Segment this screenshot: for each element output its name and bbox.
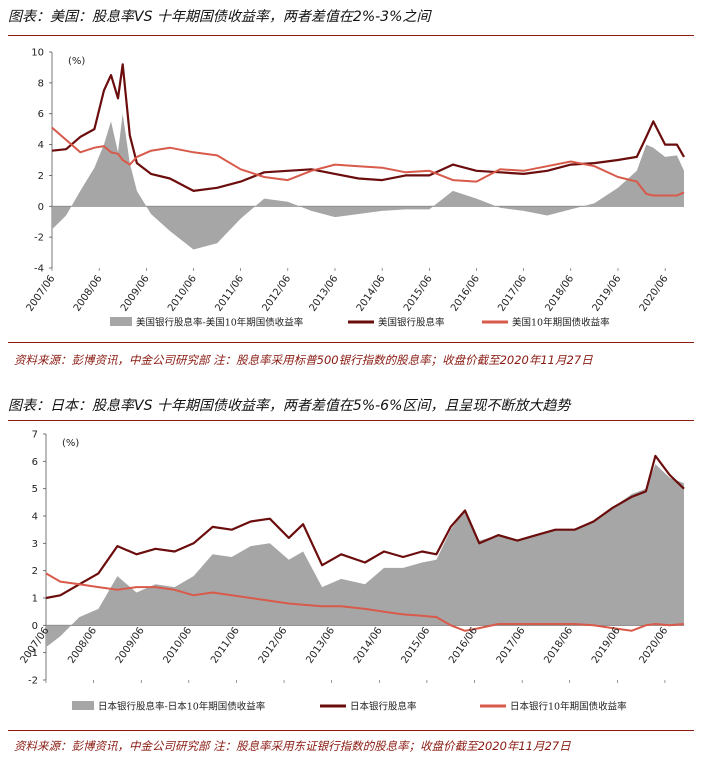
x-tick-label: 2015/06	[400, 625, 433, 665]
x-tick-label: 2012/06	[260, 273, 293, 313]
bank-dividend-yield-line	[45, 454, 685, 600]
legend-label-bank: 美国银行股息率	[378, 317, 445, 329]
us-figure-title: 图表：美国：股息率VS 十年期国债收益率，两者差值在2%-3%之间	[8, 9, 431, 25]
x-tick-label: 2019/06	[590, 625, 623, 665]
x-tick-label: 2017/06	[495, 625, 528, 665]
unit-label: (%)	[62, 438, 79, 449]
x-tick-label: 2009/06	[114, 625, 147, 665]
x-tick-label: 2008/06	[72, 273, 105, 313]
y-tick-label: 4	[38, 140, 44, 151]
legend-swatch-spread	[72, 701, 94, 710]
japan-title-rule	[8, 420, 694, 421]
x-tick-label: 2016/06	[447, 625, 480, 665]
x-tick-label: 2007/06	[25, 273, 58, 313]
x-tick-label: 2020/06	[638, 273, 671, 313]
us-source-rule	[8, 342, 694, 343]
y-tick-label: -4	[34, 264, 44, 275]
japan-source-note: 资料来源：彭博资讯，中金公司研究部 注：股息率采用东证银行指数的股息率；收盘价截…	[14, 739, 571, 753]
x-tick-label: 2017/06	[496, 273, 529, 313]
x-tick-label: 2008/06	[66, 625, 99, 665]
legend-swatch-spread	[110, 317, 132, 326]
x-tick-label: 2013/06	[308, 273, 341, 313]
y-tick-label: 5	[32, 484, 38, 495]
legend-label-bank: 日本银行股息率	[350, 701, 417, 713]
x-tick-label: 2020/06	[638, 625, 671, 665]
y-tick-label: 0	[32, 621, 38, 632]
spread-area-series	[52, 113, 684, 250]
spread-area-series	[46, 464, 684, 648]
x-tick-label: 2018/06	[543, 273, 576, 313]
japan-figure-title: 图表：日本：股息率VS 十年期国债收益率，两者差值在5%-6%区间，且呈现不断放…	[8, 398, 571, 414]
x-tick-label: 2013/06	[304, 625, 337, 665]
x-tick-label: 2011/06	[209, 625, 242, 665]
legend-label-bond: 日本银行10年期国债收益率	[510, 701, 627, 713]
y-tick-label: 4	[32, 512, 38, 523]
us-title-rule	[8, 35, 694, 36]
y-tick-label: 2	[32, 566, 38, 577]
x-tick-label: 2014/06	[355, 273, 388, 313]
bond-yield-line	[45, 572, 685, 632]
y-tick-label: -2	[34, 233, 44, 244]
legend-label-spread: 日本银行股息率-日本10年期国债收益率	[98, 701, 266, 713]
x-tick-label: 2015/06	[402, 273, 435, 313]
bank-dividend-yield-line	[51, 63, 685, 192]
x-tick-label: 2010/06	[166, 273, 199, 313]
y-tick-label: 10	[31, 48, 44, 59]
x-tick-label: 2011/06	[213, 273, 246, 313]
x-tick-label: 2012/06	[257, 625, 290, 665]
y-tick-label: 2	[38, 171, 44, 182]
y-tick-label: 8	[38, 78, 44, 89]
y-tick-label: 6	[38, 109, 44, 120]
x-tick-label: 2019/06	[591, 273, 624, 313]
y-tick-label: 3	[32, 539, 38, 550]
japan-source-rule	[8, 730, 694, 731]
y-tick-label: 1	[32, 594, 38, 605]
x-tick-label: 2010/06	[161, 625, 194, 665]
y-tick-label: 6	[32, 457, 38, 468]
x-tick-label: 2014/06	[352, 625, 385, 665]
bond-yield-line	[51, 126, 685, 197]
unit-label: (%)	[68, 56, 85, 67]
y-tick-label: 0	[38, 202, 44, 213]
x-tick-label: 2018/06	[542, 625, 575, 665]
y-tick-label: -2	[28, 676, 38, 687]
us-source-note: 资料来源：彭博资讯，中金公司研究部 注：股息率采用标普500银行指数的股息率；收…	[14, 353, 593, 367]
legend-label-bond: 美国10年期国债收益率	[512, 317, 610, 329]
x-tick-label: 2009/06	[119, 273, 152, 313]
y-tick-label: -1	[28, 648, 38, 659]
y-tick-label: 7	[32, 430, 38, 441]
x-tick-label: 2016/06	[449, 273, 482, 313]
us-chart: 10 8 6 4 2 0 -2 -4 (%) 2007/06 2008/06 2009/06 2010/…	[25, 48, 685, 329]
legend-label-spread: 美国银行股息率-美国10年期国债收益率	[136, 317, 304, 329]
